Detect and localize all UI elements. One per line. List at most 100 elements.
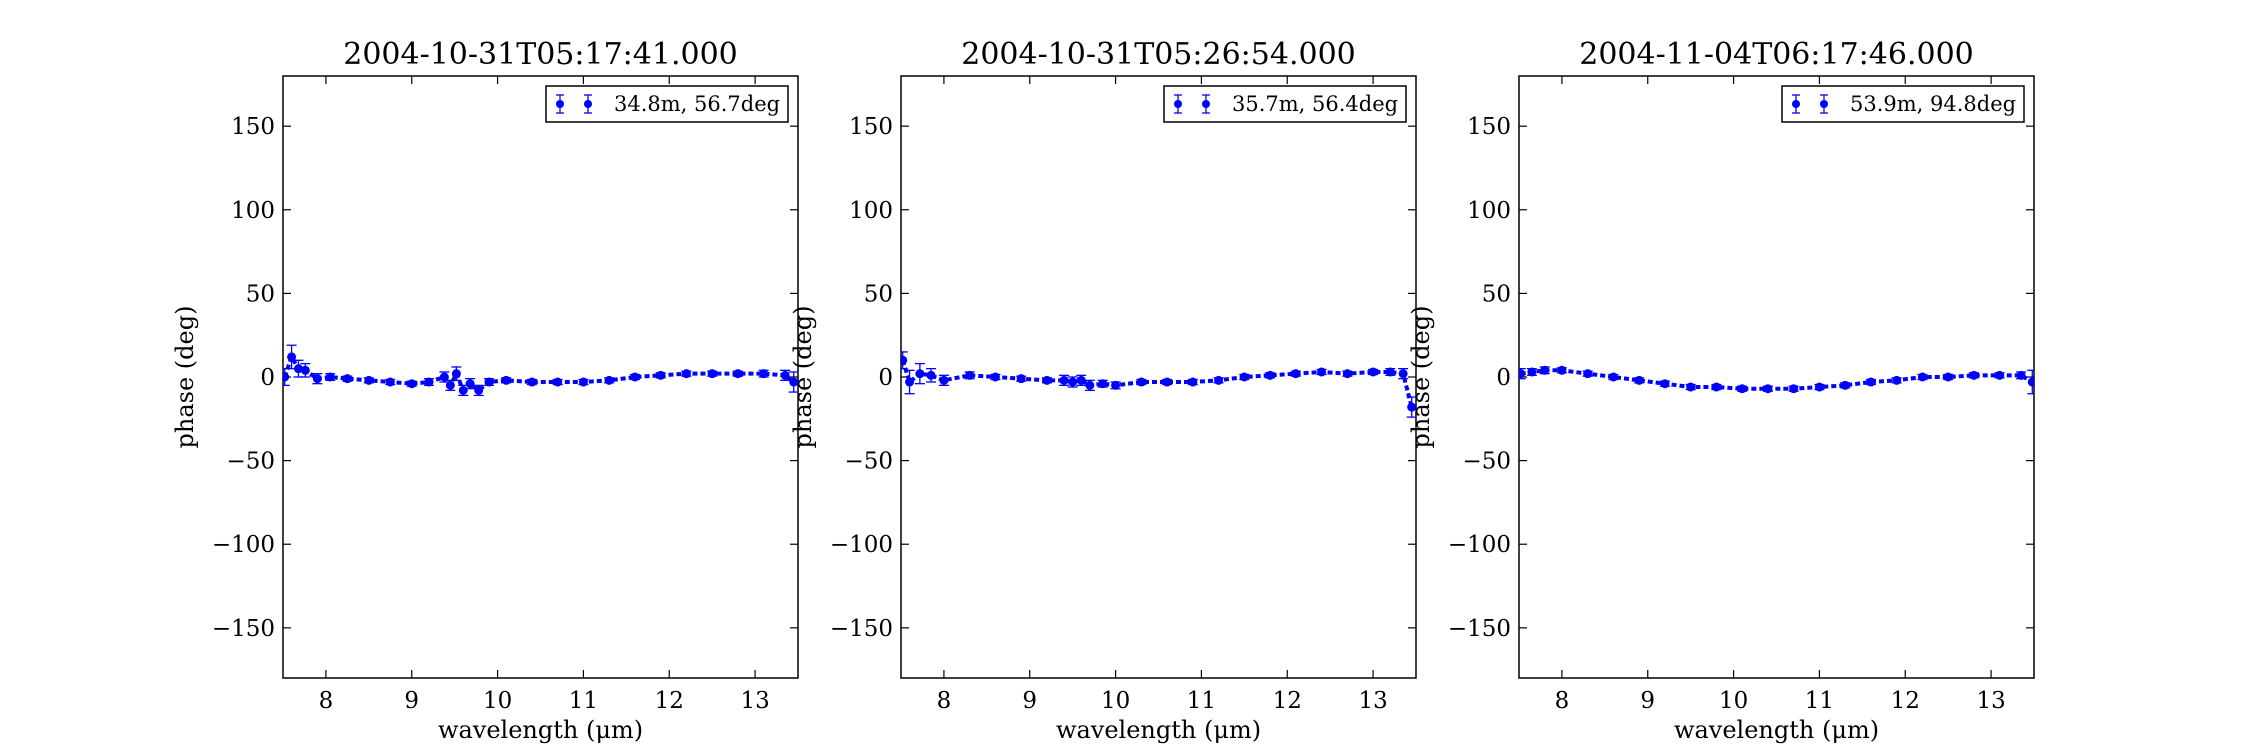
data-point [1098,379,1108,389]
data-point [1917,372,1927,382]
x-tick-label: 13 [1976,688,2005,714]
x-tick-label: 11 [1805,688,1834,714]
data-point [1943,372,1953,382]
legend-marker [584,100,592,108]
y-axis-label: phase (deg) [789,306,817,449]
y-tick-label: −100 [830,532,893,558]
data-point [990,372,1000,382]
chart-panel-3: 2004-11-04T06:17:46.000 8 9 10 11 12 13 150 100 5… [1407,37,2035,744]
y-tick-label: 100 [1467,198,1511,224]
data-point [325,372,335,382]
data-point [1840,380,1850,390]
x-tick-label: 9 [1022,688,1037,714]
data-point [342,374,352,384]
data-point [484,377,494,387]
data-point [1711,382,1721,392]
x-tick-label: 12 [655,688,684,714]
data-point [578,377,588,387]
data-point [1068,377,1078,387]
data-point [1519,369,1526,379]
y-axis-label: phase (deg) [1407,306,1435,449]
x-tick-label: 10 [483,688,512,714]
data-point [527,377,537,387]
x-tick-label: 8 [1555,688,1570,714]
plot-frame [282,75,799,679]
x-tick-label: 12 [1891,688,1920,714]
series-trace [1520,368,2034,391]
data-point [1214,375,1224,385]
data-point [2016,370,2026,380]
data-point [1660,379,1670,389]
data-point [789,377,798,387]
data-point [733,369,743,379]
legend-marker [1792,100,1800,108]
data-point [445,380,455,390]
x-axis-label: wavelength (μm) [1056,716,1261,744]
y-tick-label: 100 [231,198,275,224]
chart-panel-2: 2004-10-31T05:26:54.000 8 9 10 11 12 13 150 100 5… [789,37,1417,744]
legend-marker [1820,100,1828,108]
data-point [1789,384,1799,394]
y-tick-label: −150 [212,616,275,642]
chart-title: 2004-10-31T05:26:54.000 [961,37,1356,72]
data-point [1608,372,1618,382]
y-tick-label: −150 [1448,616,1511,642]
data-point [1136,377,1146,387]
data-point [451,369,461,379]
data-point [1892,375,1902,385]
data-point [1540,365,1550,375]
y-tick-label: 150 [1467,114,1511,140]
data-point [458,385,468,395]
x-tick-label: 10 [1101,688,1130,714]
data-point [1814,382,1824,392]
legend-label: 35.7m, 56.4deg [1232,92,1398,116]
y-tick-label: −50 [844,449,893,475]
data-point [915,369,925,379]
x-tick-label: 12 [1273,688,1302,714]
series-trace [283,352,795,394]
x-tick-label: 13 [1358,688,1387,714]
data-point [1239,372,1249,382]
data-point [1317,367,1327,377]
data-point [780,370,790,380]
x-tick-label: 9 [1640,688,1655,714]
y-tick-label: −100 [1448,532,1511,558]
y-tick-label: 0 [878,365,893,391]
data-point [439,372,449,382]
data-point [1016,374,1026,384]
legend-marker [1174,100,1182,108]
data-point [939,375,949,385]
y-axis-label: phase (deg) [171,306,199,449]
data-series [901,351,1416,418]
y-tick-label: 50 [1482,281,1511,307]
legend: 53.9m, 94.8deg [1781,85,2025,123]
data-series [283,344,798,397]
legend: 34.8m, 56.7deg [545,85,789,123]
chart-title: 2004-10-31T05:17:41.000 [343,37,738,72]
data-point [465,379,475,389]
x-tick-label: 8 [937,688,952,714]
chart-title: 2004-11-04T06:17:46.000 [1579,37,1974,72]
legend-label: 53.9m, 94.8deg [1850,92,2016,116]
x-tick-label: 13 [740,688,769,714]
x-tick-label: 8 [319,688,334,714]
data-point [2027,377,2034,387]
data-point [424,377,434,387]
data-point [759,369,769,379]
data-point [630,372,640,382]
y-tick-label: 0 [260,365,275,391]
data-point [407,379,417,389]
data-point [1368,367,1378,377]
data-point [926,370,936,380]
data-point [1398,369,1408,379]
data-point [1583,369,1593,379]
legend-marker [556,100,564,108]
data-series [1519,365,2034,395]
data-point [385,377,395,387]
y-tick-label: 0 [1496,365,1511,391]
legend: 35.7m, 56.4deg [1163,85,1407,123]
data-point [283,372,290,382]
data-point [1634,375,1644,385]
x-axis-label: wavelength (μm) [438,716,643,744]
